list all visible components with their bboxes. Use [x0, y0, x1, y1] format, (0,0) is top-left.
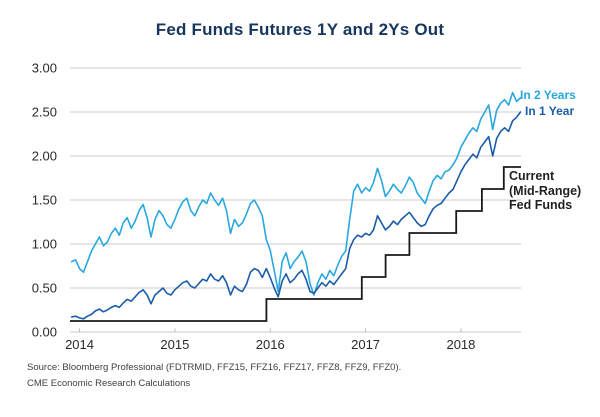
- svg-text:2018: 2018: [446, 337, 475, 352]
- svg-text:2.50: 2.50: [32, 105, 57, 120]
- legend-current-line1: Current: [509, 169, 555, 183]
- svg-text:2.00: 2.00: [32, 149, 57, 164]
- legend-in-2-years: In 2 Years: [520, 88, 576, 102]
- legend-current-fed-funds: Current (Mid-Range) Fed Funds: [509, 169, 581, 213]
- svg-text:0.50: 0.50: [32, 281, 57, 296]
- svg-text:1.00: 1.00: [32, 237, 57, 252]
- svg-text:1.50: 1.50: [32, 193, 57, 208]
- legend-current-line2: (Mid-Range): [509, 183, 582, 198]
- legend-in-1-year: In 1 Year: [525, 104, 575, 118]
- svg-text:0.00: 0.00: [32, 325, 57, 340]
- source-line-2: CME Economic Research Calculations: [27, 378, 191, 389]
- source-line-1: Source: Bloomberg Professional (FDTRMID,…: [27, 362, 402, 373]
- svg-text:2015: 2015: [160, 337, 189, 352]
- legend-current-line3: Fed Funds: [509, 198, 573, 212]
- chart-title: Fed Funds Futures 1Y and 2Ys Out: [155, 20, 445, 39]
- svg-text:2014: 2014: [65, 337, 94, 352]
- svg-text:2017: 2017: [351, 337, 380, 352]
- svg-text:3.00: 3.00: [32, 61, 57, 76]
- svg-text:2016: 2016: [256, 337, 285, 352]
